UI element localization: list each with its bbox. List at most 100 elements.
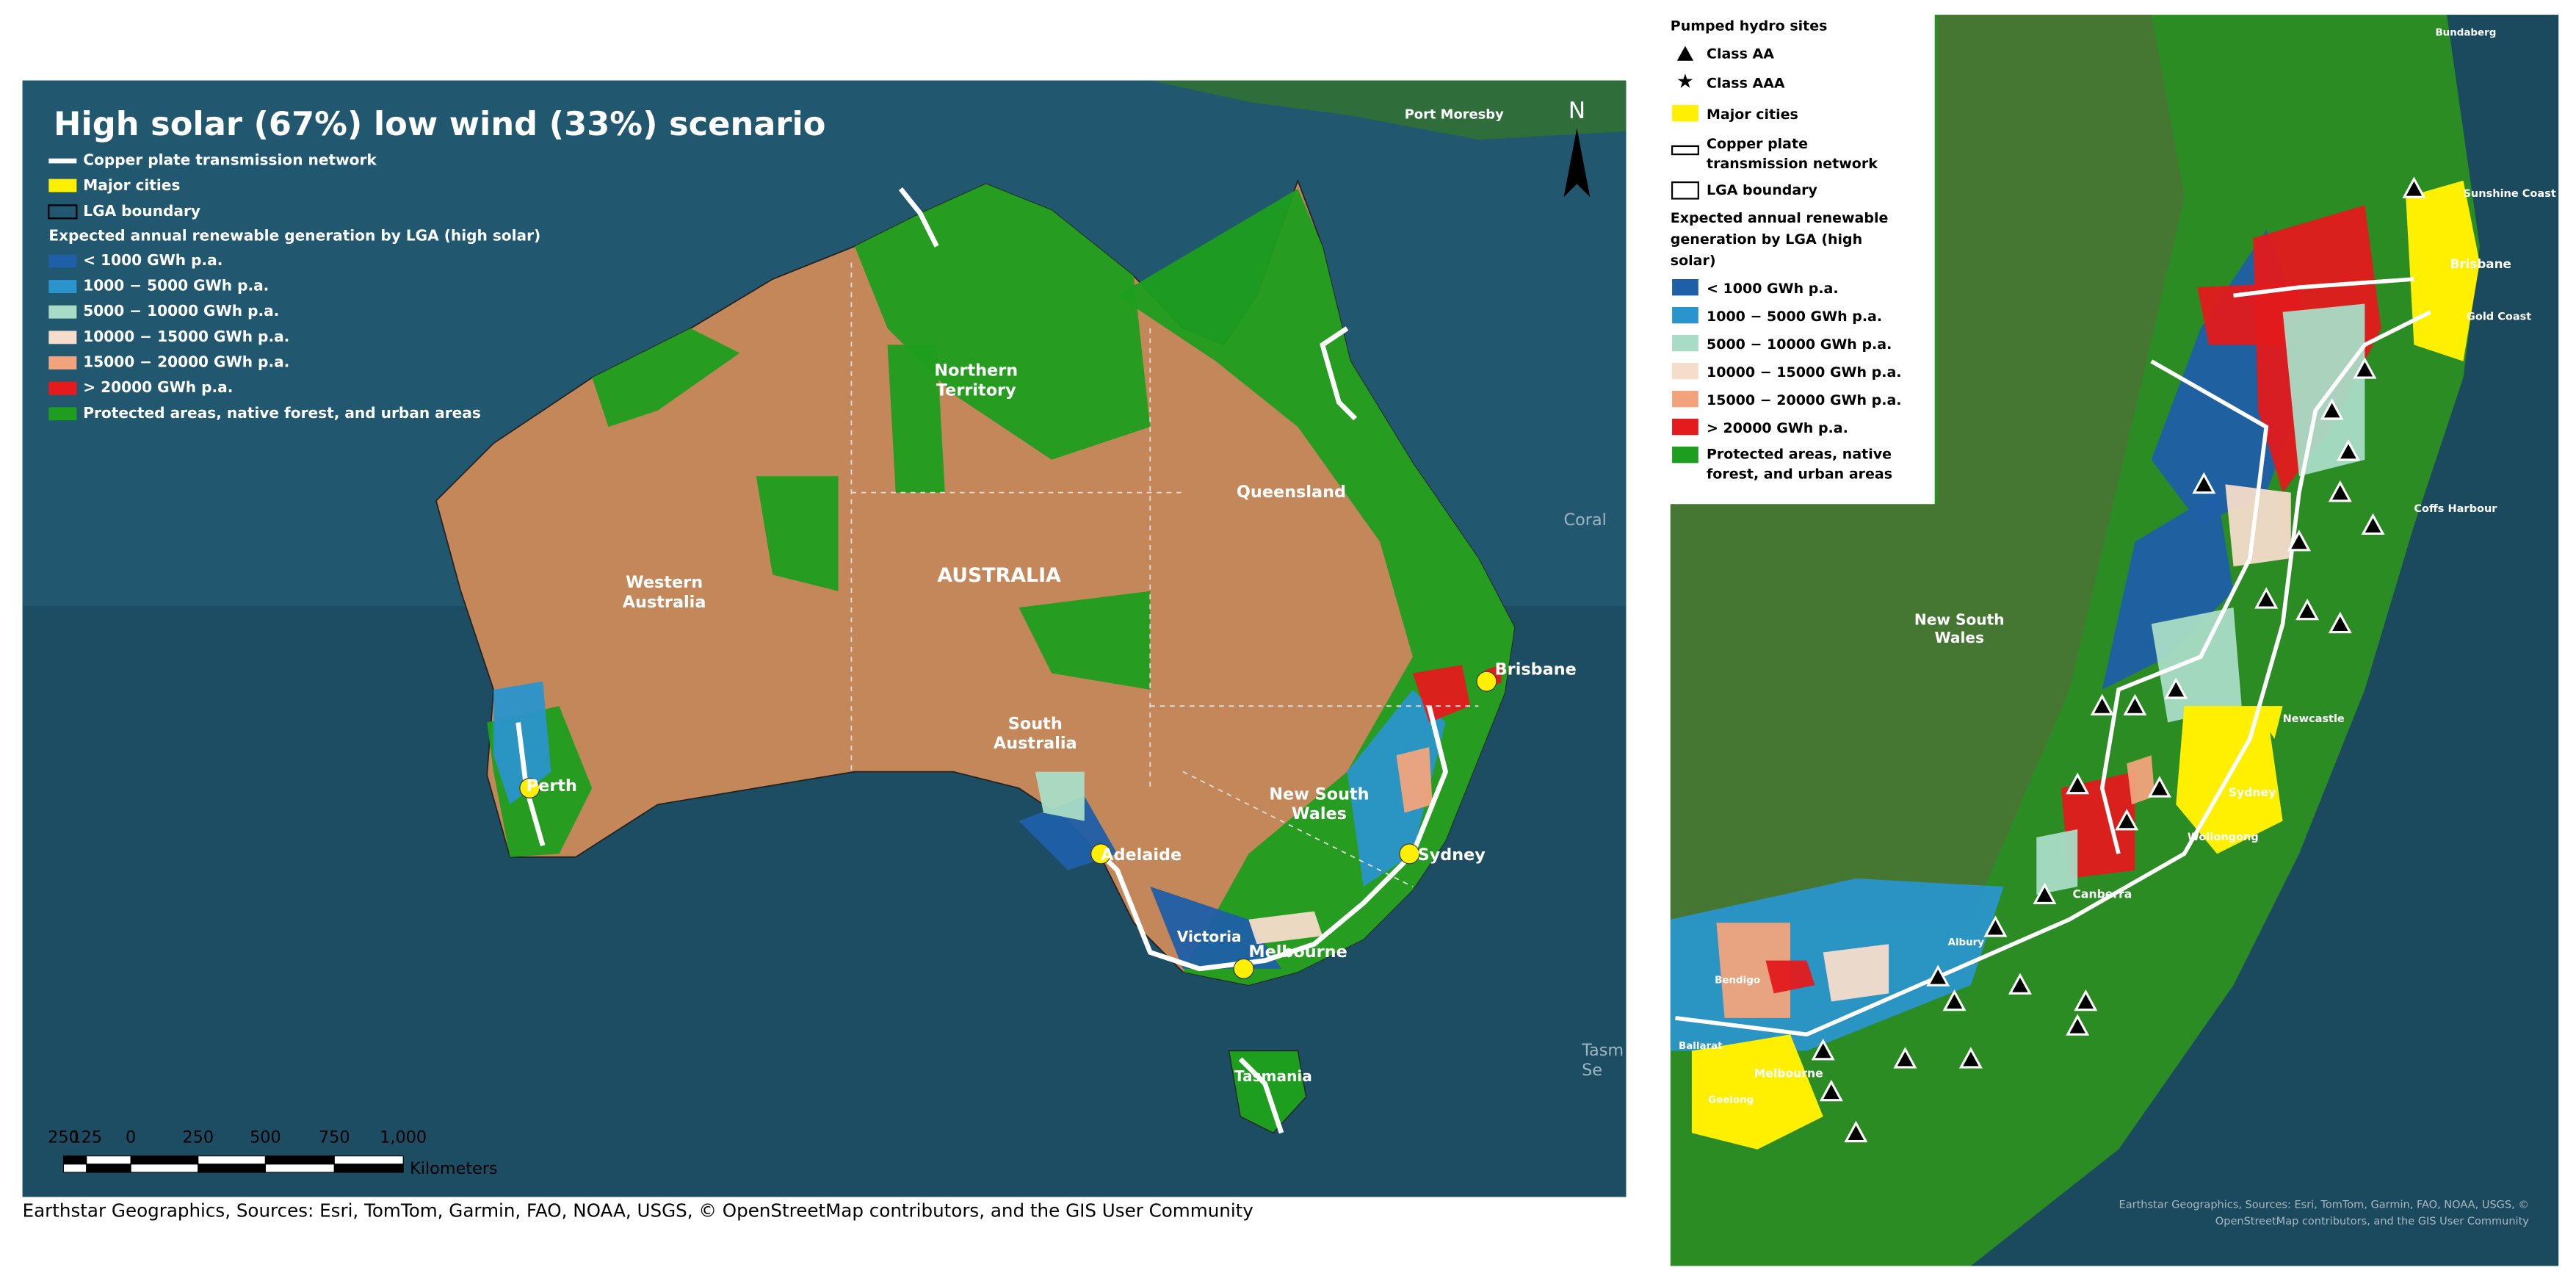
label: 0 bbox=[126, 1128, 136, 1147]
scale-bar bbox=[62, 1164, 87, 1173]
place-label: Brisbane bbox=[2450, 256, 2511, 271]
pumped-hydro-site bbox=[1893, 1047, 1917, 1069]
legend-swatch bbox=[1672, 335, 1698, 352]
place-label: Geelong bbox=[1708, 1095, 1754, 1106]
scale-bar bbox=[86, 1155, 131, 1165]
place-label: New South bbox=[1914, 610, 2005, 628]
place-label: Sunshine Coast bbox=[2463, 188, 2555, 200]
label: Major cities bbox=[1707, 107, 1798, 123]
pumped-hydro-site bbox=[2066, 1014, 2090, 1036]
scale-bar bbox=[130, 1164, 199, 1173]
pumped-hydro-site bbox=[2074, 989, 2098, 1011]
legend-swatch bbox=[48, 407, 77, 421]
label: 1,000 bbox=[380, 1128, 427, 1147]
pumped-hydro-site bbox=[2328, 480, 2352, 502]
pumped-hydro-site bbox=[2287, 529, 2311, 552]
transmission-line bbox=[1675, 310, 2432, 1037]
label: solar) bbox=[1671, 253, 1716, 269]
generation-lga bbox=[2151, 607, 2242, 723]
label: Expected annual renewable generation by … bbox=[48, 226, 540, 244]
label: 750 bbox=[319, 1128, 350, 1147]
legend-swatch bbox=[48, 254, 77, 268]
attribution: OpenStreetMap contributors, and the GIS … bbox=[2215, 1216, 2529, 1227]
legend-swatch bbox=[1672, 391, 1698, 408]
transmission-line bbox=[1099, 705, 1449, 972]
scale-bar bbox=[264, 1155, 335, 1165]
pumped-hydro-site bbox=[2164, 677, 2188, 699]
major-city bbox=[2253, 706, 2283, 739]
pumped-hydro-site bbox=[2147, 776, 2171, 798]
legend-swatch bbox=[48, 204, 78, 220]
label: 10000 − 15000 GWh p.a. bbox=[1707, 364, 1902, 380]
pumped-hydro-site bbox=[1811, 1038, 1835, 1061]
scale-bar bbox=[333, 1155, 404, 1165]
protected-area bbox=[854, 184, 1151, 460]
generation-lga bbox=[1412, 665, 1471, 723]
place-label: Australia bbox=[994, 734, 1077, 753]
generation-lga bbox=[2036, 829, 2078, 895]
major-city bbox=[519, 777, 540, 798]
legend-swatch bbox=[1672, 419, 1698, 436]
place-label: Wollongong bbox=[2188, 832, 2259, 843]
inland bbox=[1670, 15, 2185, 920]
pumped-hydro-site bbox=[1942, 989, 1967, 1011]
place-label: Adelaide bbox=[1101, 845, 1182, 865]
label: < 1000 GWh p.a. bbox=[83, 251, 222, 269]
pumped-hydro-site bbox=[2192, 472, 2216, 494]
north-arrow-label: N bbox=[1569, 98, 1585, 124]
protected-area bbox=[887, 345, 945, 493]
generation-lga bbox=[1347, 689, 1446, 887]
label: Copper plate bbox=[1707, 136, 1808, 152]
place-label: Sydney bbox=[2229, 785, 2276, 799]
pumped-hydro-site bbox=[1926, 964, 1950, 987]
label: 1000 − 5000 GWh p.a. bbox=[1707, 309, 1882, 325]
scale-bar bbox=[198, 1155, 266, 1165]
label: 250 bbox=[182, 1128, 214, 1147]
label: 250 bbox=[48, 1128, 79, 1147]
pumped-hydro-site bbox=[2336, 439, 2361, 461]
label: LGA boundary bbox=[83, 202, 200, 220]
major-city bbox=[1233, 958, 1254, 979]
place-label: Melbourne bbox=[1754, 1066, 1823, 1080]
place-label: Victoria bbox=[1177, 928, 1242, 945]
place-label: Tasmania bbox=[1234, 1067, 1312, 1085]
pumped-hydro-site bbox=[2254, 587, 2279, 609]
transmission-line bbox=[898, 187, 939, 248]
pumped-hydro-site bbox=[2008, 973, 2032, 995]
generation-lga bbox=[2282, 303, 2365, 477]
major-city bbox=[1090, 843, 1112, 865]
pumped-hydro-site bbox=[2295, 598, 2320, 621]
label: Kilometers bbox=[410, 1159, 498, 1178]
pumped-hydro-site bbox=[2328, 611, 2352, 634]
place-label: Melbourne bbox=[1248, 942, 1347, 962]
attribution: Earthstar Geographics, Sources: Esri, To… bbox=[23, 1200, 1253, 1222]
place-label: Coffs Harbour bbox=[2414, 503, 2497, 515]
legend-swatch bbox=[48, 280, 77, 293]
legend-swatch bbox=[48, 381, 77, 395]
label: 5000 − 10000 GWh p.a. bbox=[83, 302, 279, 320]
legend-swatch bbox=[1671, 145, 1699, 156]
legend-swatch bbox=[48, 178, 77, 192]
place-label: Northern bbox=[934, 361, 1018, 380]
transmission-line bbox=[1320, 326, 1358, 421]
place-label: AUSTRALIA bbox=[937, 564, 1061, 587]
label: 10000 − 15000 GWh p.a. bbox=[83, 328, 289, 345]
new-guinea bbox=[1150, 80, 1627, 140]
major-city bbox=[1691, 1034, 1823, 1150]
pumped-hydro-site bbox=[2123, 693, 2147, 715]
legend-swatch bbox=[48, 305, 77, 319]
scale-bar bbox=[198, 1164, 266, 1173]
label: 15000 − 20000 GWh p.a. bbox=[1707, 392, 1902, 408]
label: Protected areas, native bbox=[1707, 447, 1892, 463]
place-label: Newcastle bbox=[2283, 713, 2345, 725]
major-city bbox=[2176, 706, 2283, 854]
place-label: Wales bbox=[1292, 804, 1347, 823]
place-label: Canberra bbox=[2072, 887, 2132, 901]
label: 15000 − 20000 GWh p.a. bbox=[83, 353, 289, 371]
pumped-hydro-site bbox=[2402, 176, 2426, 198]
place-label: Ballarat bbox=[1679, 1041, 1723, 1052]
scale-bar bbox=[130, 1155, 199, 1165]
label: forest, and urban areas bbox=[1707, 466, 1892, 483]
label: > 20000 GWh p.a. bbox=[83, 378, 233, 396]
